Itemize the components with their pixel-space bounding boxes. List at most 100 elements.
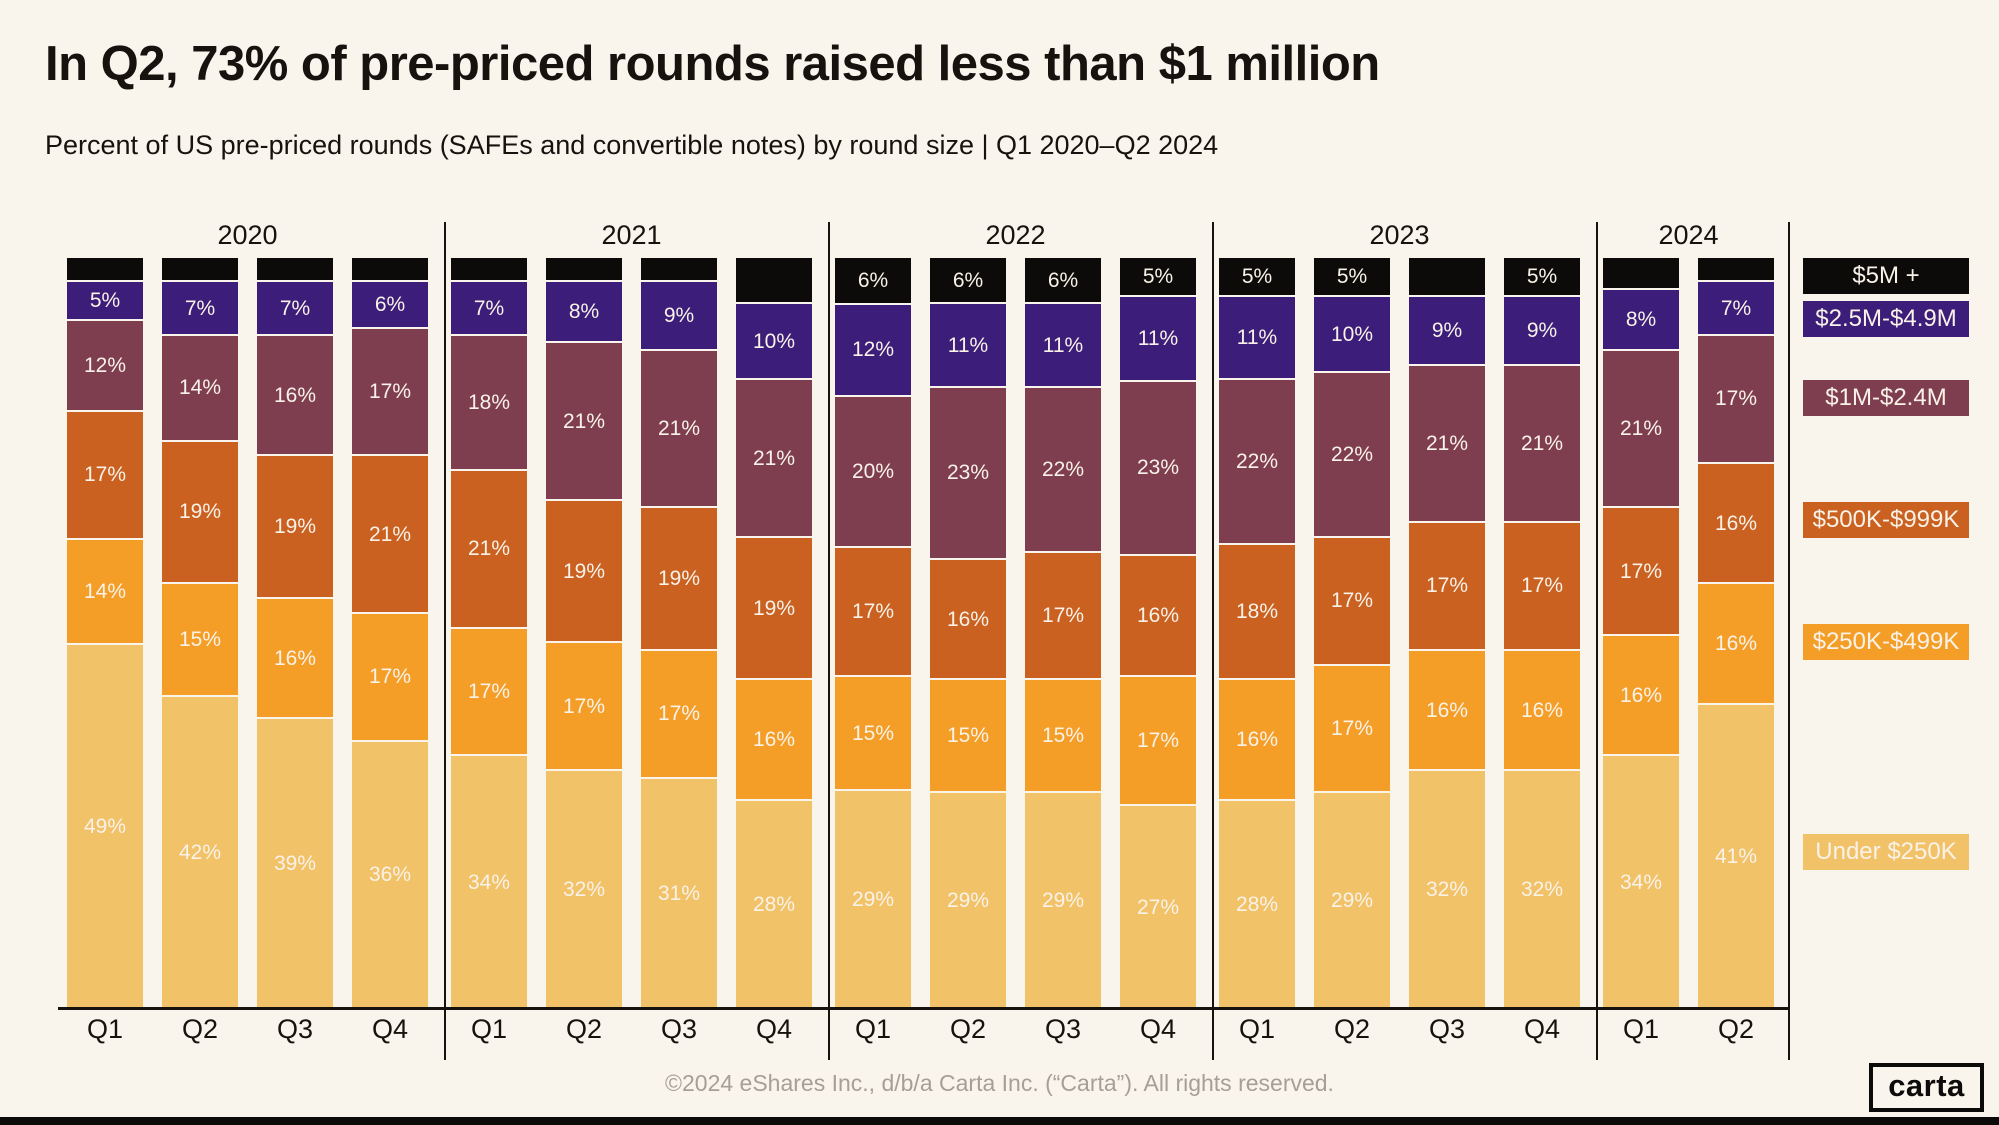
bar-segment-m5_plus: 5% <box>1119 257 1197 297</box>
segment-value-label: 17% <box>1330 589 1374 613</box>
bar-segment-k250_499: 15% <box>1024 679 1102 793</box>
bar-segment-m2_5_4_9: 10% <box>1313 296 1391 372</box>
segment-value-label: 32% <box>1520 878 1564 902</box>
segment-value-label: 18% <box>467 391 511 415</box>
bar-segment-under_250k: 29% <box>834 790 912 1010</box>
bar-segment-m2_5_4_9: 7% <box>1697 281 1775 335</box>
bar-segment-under_250k: 39% <box>256 718 334 1009</box>
bar-segment-m5_plus: 5% <box>1503 257 1581 296</box>
segment-value-label: 11% <box>1042 333 1084 357</box>
bar-segment-k500_999: 16% <box>1697 462 1775 584</box>
bar-segment-k250_499: 17% <box>640 649 718 778</box>
segment-value-label: 22% <box>1330 442 1374 466</box>
bar-column-2021-Q4: 10% 21% 19% 16% 28% <box>735 257 813 1010</box>
bar-segment-under_250k: 42% <box>161 696 239 1009</box>
segment-value-label: 17% <box>1714 387 1758 411</box>
bar-segment-m1_2_4: 22% <box>1024 386 1102 552</box>
segment-value-label: 34% <box>1619 870 1663 894</box>
segment-value-label: 17% <box>657 702 701 726</box>
legend-item-k250_499: $250K-$499K <box>1803 624 1969 660</box>
bar-segment-m1_2_4: 22% <box>1313 372 1391 537</box>
bar-segment-m2_5_4_9: 5% <box>66 281 144 321</box>
segment-value-label: 19% <box>657 567 701 590</box>
segment-value-label: 31% <box>657 881 701 905</box>
x-axis-label-Q1: Q1 <box>1622 1014 1660 1044</box>
segment-value-label: 21% <box>752 446 796 470</box>
copyright-text: ©2024 eShares Inc., d/b/a Carta Inc. (“C… <box>665 1070 1334 1096</box>
bar-segment-k250_499: 16% <box>735 679 813 800</box>
bar-column-2022-Q2: 6% 11% 23% 16% 15% 29% <box>929 257 1007 1010</box>
bar-segment-k500_999: 18% <box>1218 544 1296 680</box>
bar-segment-k250_499: 17% <box>545 642 623 771</box>
bar-segment-k250_499: 15% <box>834 676 912 791</box>
segment-value-label: 22% <box>1235 450 1279 474</box>
bar-segment-m5_plus: 5% <box>1218 257 1296 296</box>
bar-segment-k500_999: 21% <box>351 455 429 613</box>
segment-value-label: 39% <box>273 852 317 876</box>
x-axis-label-Q4: Q4 <box>1523 1014 1561 1044</box>
bar-segment-k250_499: 16% <box>1408 649 1486 771</box>
bar-segment-k500_999: 17% <box>1602 507 1680 635</box>
bar-segment-k500_999: 19% <box>161 440 239 584</box>
bar-column-2021-Q1: 7% 18% 21% 17% 34% <box>450 257 528 1009</box>
bar-segment-m2_5_4_9: 10% <box>735 303 813 380</box>
bar-segment-m2_5_4_9: 11% <box>929 303 1007 387</box>
bar-column-2022-Q1: 6% 12% 20% 17% 15% 29% <box>834 257 912 1010</box>
bar-segment-k500_999: 19% <box>640 507 718 650</box>
bar-segment-m1_2_4: 21% <box>735 379 813 537</box>
bar-segment-k250_499: 16% <box>256 598 334 719</box>
segment-value-label: 11% <box>1236 326 1278 350</box>
segment-value-label: 16% <box>946 607 990 631</box>
legend-item-under_250k: Under $250K <box>1803 834 1969 870</box>
segment-value-label: 29% <box>946 889 990 913</box>
bar-segment-under_250k: 32% <box>545 770 623 1009</box>
bar-segment-k500_999: 21% <box>450 470 528 628</box>
segment-value-label: 29% <box>1330 889 1374 913</box>
bar-column-2023-Q4: 5% 9% 21% 17% 16% 32% <box>1503 257 1581 1009</box>
segment-value-label: 12% <box>851 338 895 362</box>
segment-value-label: 14% <box>83 580 127 604</box>
bar-segment-m2_5_4_9: 11% <box>1218 296 1296 380</box>
bar-segment-k500_999: 19% <box>735 536 813 680</box>
segment-value-label: 17% <box>562 694 606 718</box>
bar-segment-under_250k: 28% <box>1218 799 1296 1010</box>
segment-value-label: 17% <box>1136 729 1180 753</box>
x-axis-label-Q2: Q2 <box>1717 1014 1755 1044</box>
chart-subtitle: Percent of US pre-priced rounds (SAFEs a… <box>45 130 1219 160</box>
segment-value-label: 19% <box>178 500 222 524</box>
year-divider <box>1788 222 1790 1060</box>
bar-segment-under_250k: 31% <box>640 777 718 1009</box>
bottom-strip <box>0 1117 1999 1125</box>
segment-value-label: 12% <box>83 354 127 378</box>
segment-value-label: 10% <box>1330 322 1374 346</box>
x-axis-label-Q1: Q1 <box>470 1014 508 1044</box>
segment-value-label: 28% <box>1235 892 1279 916</box>
bar-segment-m1_2_4: 17% <box>1697 335 1775 463</box>
bar-segment-k250_499: 16% <box>1602 635 1680 756</box>
segment-value-label: 6% <box>1047 268 1079 292</box>
bar-segment-k250_499: 17% <box>351 612 429 741</box>
segment-value-label: 15% <box>851 721 895 745</box>
bar-segment-k250_499: 16% <box>1697 583 1775 704</box>
segment-value-label: 21% <box>657 417 701 440</box>
carta-logo: carta <box>1869 1063 1984 1112</box>
bar-column-2024-Q1: 8% 21% 17% 16% 34% <box>1602 257 1680 1009</box>
bar-segment-under_250k: 41% <box>1697 703 1775 1010</box>
year-divider <box>1212 222 1214 1060</box>
segment-value-label: 10% <box>752 329 796 353</box>
segment-value-label: 29% <box>1041 889 1085 913</box>
segment-value-label: 21% <box>1520 431 1564 455</box>
segment-value-label: 7% <box>473 296 505 320</box>
bar-segment-m1_2_4: 22% <box>1218 379 1296 545</box>
bar-segment-k500_999: 19% <box>545 499 623 643</box>
bar-segment-k500_999: 16% <box>929 559 1007 680</box>
segment-value-label: 17% <box>368 665 412 689</box>
bar-segment-under_250k: 34% <box>1602 755 1680 1009</box>
segment-value-label: 8% <box>1625 307 1657 331</box>
segment-value-label: 6% <box>952 268 984 292</box>
segment-value-label: 7% <box>184 296 216 320</box>
segment-value-label: 21% <box>562 409 606 433</box>
bar-segment-m5_plus <box>735 257 813 304</box>
bar-segment-m1_2_4: 23% <box>1119 380 1197 555</box>
segment-value-label: 5% <box>89 289 121 313</box>
